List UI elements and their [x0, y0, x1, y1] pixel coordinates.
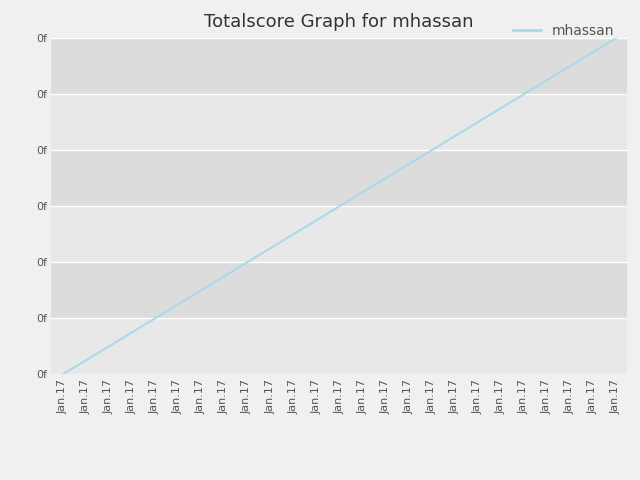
mhassan — [428, 147, 435, 153]
mhassan — [358, 190, 366, 195]
mhassan — [59, 372, 67, 377]
mhassan — [151, 315, 159, 321]
mhassan — [266, 246, 274, 252]
mhassan — [105, 344, 113, 349]
mhassan — [451, 133, 458, 139]
Line: mhassan: mhassan — [63, 38, 616, 374]
mhassan — [404, 161, 412, 167]
Bar — [51, 263, 627, 318]
Bar — [51, 95, 627, 150]
mhassan — [381, 176, 389, 181]
mhassan — [197, 288, 205, 293]
mhassan — [243, 260, 251, 265]
mhassan — [543, 77, 550, 84]
Title: Totalscore Graph for mhassan: Totalscore Graph for mhassan — [204, 13, 474, 31]
mhassan — [174, 301, 182, 307]
mhassan — [589, 49, 596, 55]
Bar — [51, 318, 627, 374]
mhassan — [289, 231, 297, 237]
Bar — [51, 206, 627, 263]
mhassan — [128, 329, 136, 335]
mhassan — [82, 358, 90, 363]
mhassan — [312, 217, 320, 223]
Legend: mhassan: mhassan — [508, 18, 620, 44]
Bar — [51, 150, 627, 206]
mhassan — [520, 92, 527, 97]
mhassan — [566, 63, 573, 69]
mhassan — [474, 120, 481, 125]
mhassan — [335, 204, 343, 209]
Bar — [51, 38, 627, 95]
mhassan — [497, 106, 504, 111]
mhassan — [612, 36, 620, 41]
mhassan — [220, 274, 228, 279]
